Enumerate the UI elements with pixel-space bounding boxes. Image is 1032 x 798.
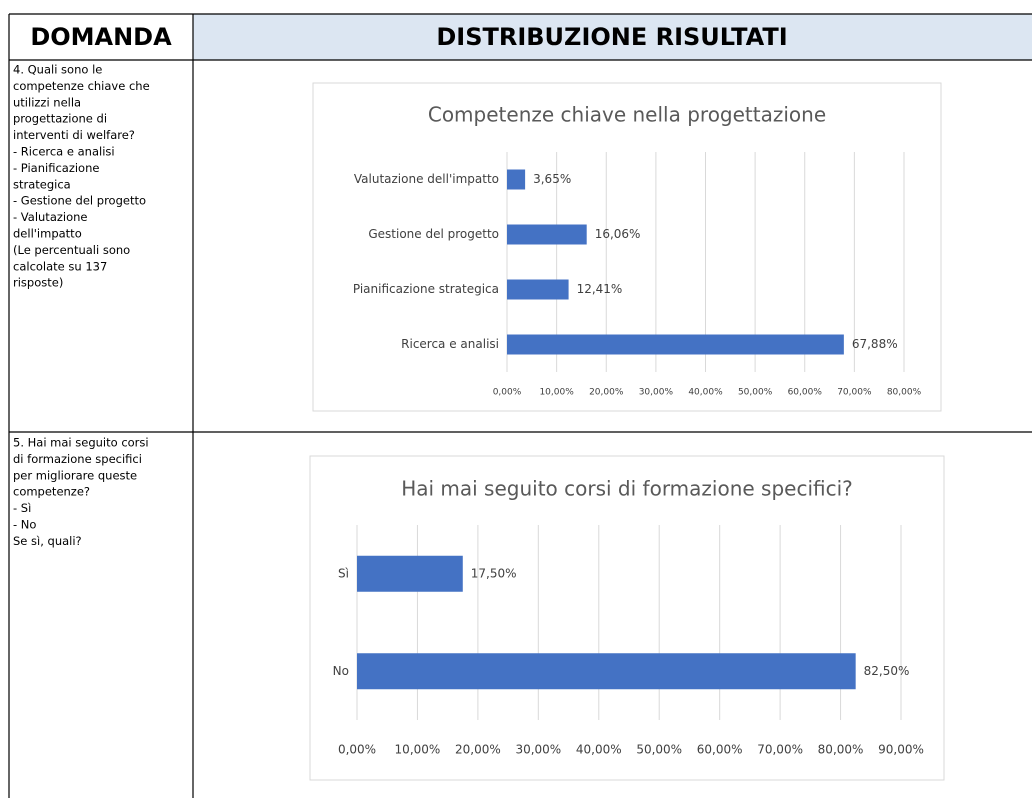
value-label: 17,50% (471, 566, 517, 580)
category-label: No (333, 664, 349, 678)
header-bg (193, 14, 1032, 60)
question-line: strategica (13, 177, 71, 191)
question-line: utilizzi nella (13, 95, 81, 109)
x-tick-label: 20,00% (455, 743, 501, 757)
question-line: Se sì, quali? (13, 534, 82, 548)
question-line: di formazione specifici (13, 452, 142, 466)
x-tick-label: 70,00% (757, 743, 803, 757)
x-tick-label: 60,00% (697, 743, 743, 757)
question-line: risposte) (13, 276, 63, 290)
question-line: - Sì (13, 501, 31, 515)
question-line: interventi di welfare? (13, 128, 135, 142)
value-label: 12,41% (577, 282, 623, 296)
chart-frame (312, 82, 942, 412)
x-tick-label: 40,00% (576, 743, 622, 757)
chart-title: Hai mai seguito corsi di formazione spec… (401, 477, 853, 501)
chart-frame (309, 455, 945, 781)
bar (507, 169, 526, 190)
question-line: - Pianificazione (13, 161, 99, 175)
category-label: Gestione del progetto (368, 227, 499, 241)
question-line: (Le percentuali sono (13, 243, 130, 257)
x-tick-label: 50,00% (636, 743, 682, 757)
x-tick-label: 30,00% (639, 388, 674, 398)
question-line: competenze? (13, 485, 90, 499)
bar (507, 279, 569, 300)
bar (507, 334, 844, 355)
x-tick-label: 0,00% (493, 388, 522, 398)
x-tick-label: 30,00% (515, 743, 561, 757)
question-line: - Ricerca e analisi (13, 145, 115, 159)
header-cell: DOMANDA (30, 23, 172, 51)
value-label: 3,65% (533, 172, 571, 186)
category-label: Pianificazione strategica (353, 282, 499, 296)
value-label: 16,06% (595, 227, 641, 241)
category-label: Ricerca e analisi (401, 337, 499, 351)
value-label: 67,88% (852, 337, 898, 351)
question-line: calcolate su 137 (13, 259, 107, 273)
x-tick-label: 80,00% (887, 388, 922, 398)
question-line: progettazione di (13, 112, 107, 126)
question-line: 5. Hai mai seguito corsi (13, 436, 149, 450)
question-line: - No (13, 518, 36, 532)
table-borders (8, 13, 1032, 798)
x-tick-label: 80,00% (818, 743, 864, 757)
x-tick-label: 90,00% (878, 743, 924, 757)
x-tick-label: 60,00% (788, 388, 823, 398)
x-tick-label: 0,00% (338, 743, 376, 757)
question-line: 4. Quali sono le (13, 63, 102, 77)
category-label: Valutazione dell'impatto (354, 172, 499, 186)
question-line: dell'impatto (13, 227, 82, 241)
header-cell: DISTRIBUZIONE RISULTATI (436, 23, 787, 51)
bar (357, 555, 463, 592)
x-tick-label: 10,00% (539, 388, 574, 398)
x-tick-label: 40,00% (688, 388, 723, 398)
chart-title: Competenze chiave nella progettazione (428, 103, 826, 127)
x-tick-label: 50,00% (738, 388, 773, 398)
x-tick-label: 20,00% (589, 388, 624, 398)
x-tick-label: 70,00% (837, 388, 872, 398)
question-line: - Valutazione (13, 210, 88, 224)
question-line: competenze chiave che (13, 79, 150, 93)
category-label: Sì (338, 566, 349, 580)
bar (357, 653, 856, 690)
question-line: - Gestione del progetto (13, 194, 146, 208)
bar (507, 224, 587, 245)
x-tick-label: 10,00% (395, 743, 441, 757)
value-label: 82,50% (864, 664, 910, 678)
question-line: per migliorare queste (13, 468, 137, 482)
